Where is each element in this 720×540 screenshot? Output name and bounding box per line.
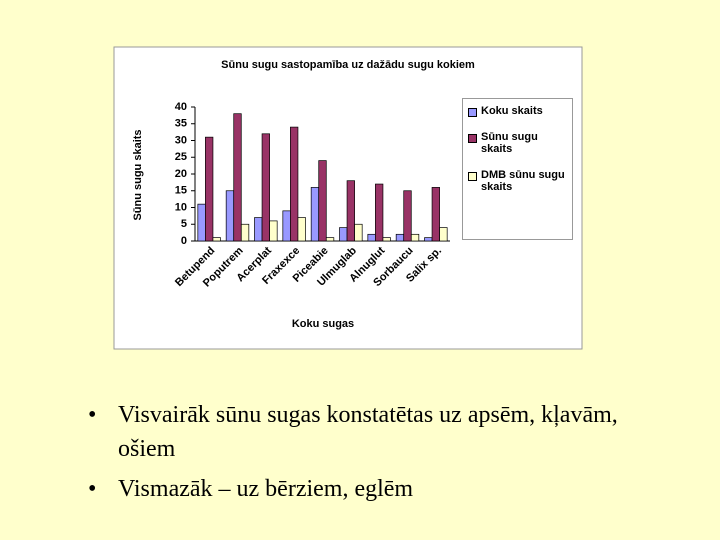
bar bbox=[240, 223, 250, 242]
y-tick-label: 5 bbox=[181, 218, 187, 230]
bar bbox=[325, 237, 335, 242]
legend-swatch bbox=[468, 134, 477, 143]
bar bbox=[254, 217, 263, 242]
bar bbox=[410, 233, 420, 242]
bar bbox=[346, 180, 355, 242]
legend-item: Sūnu sugu skaits bbox=[467, 131, 568, 155]
bar bbox=[339, 227, 348, 242]
y-tick-label: 30 bbox=[175, 134, 187, 146]
bar bbox=[290, 126, 299, 242]
bullet-text: Visvairāk sūnu sugas konstatētas uz apsē… bbox=[118, 402, 618, 462]
x-axis-label: Koku sugas bbox=[292, 318, 354, 330]
legend-item: DMB sūnu sugu skaits bbox=[467, 169, 568, 193]
y-tick-label: 10 bbox=[175, 201, 187, 213]
legend-swatch bbox=[468, 172, 477, 181]
bullet: • Vismazāk – uz bērziem, eglēm bbox=[88, 472, 658, 506]
legend-label: Koku skaits bbox=[481, 105, 543, 117]
bar bbox=[382, 237, 391, 242]
bullet-list: • Visvairāk sūnu sugas konstatētas uz aps… bbox=[88, 398, 658, 512]
bar bbox=[424, 237, 433, 242]
y-tick-label: 35 bbox=[175, 118, 187, 130]
legend-item: Koku skaits bbox=[467, 105, 568, 117]
bullet-dot: • bbox=[88, 402, 97, 428]
y-tick-label: 40 bbox=[175, 101, 187, 113]
bar bbox=[269, 220, 278, 242]
y-tick-label: 20 bbox=[175, 168, 187, 180]
bar bbox=[197, 203, 206, 242]
bar bbox=[395, 233, 405, 242]
bar bbox=[375, 183, 384, 242]
legend: Koku skaits Sūnu sugu skaits DMB sūnu sugu… bbox=[462, 98, 573, 240]
y-axis-label: Sūnu sugu skaits bbox=[132, 129, 144, 220]
bullet-text: Vismazāk – uz bērziem, eglēm bbox=[118, 476, 414, 502]
bar bbox=[367, 233, 376, 242]
bar bbox=[233, 113, 242, 242]
bar bbox=[439, 227, 448, 242]
bar bbox=[431, 187, 440, 242]
legend-label: Sūnu sugu skaits bbox=[481, 131, 538, 155]
bar bbox=[225, 190, 235, 242]
bar bbox=[205, 136, 214, 242]
y-tick-label: 25 bbox=[175, 151, 187, 163]
bar bbox=[212, 237, 221, 242]
bullet: • Visvairāk sūnu sugas konstatētas uz aps… bbox=[88, 398, 658, 466]
legend-swatch bbox=[468, 108, 477, 117]
bullet-dot: • bbox=[88, 476, 97, 502]
bar bbox=[261, 133, 270, 242]
chart-title: Sūnu sugu sastopamība uz dažādu sugu kok… bbox=[221, 59, 475, 71]
bar bbox=[403, 190, 412, 242]
bar bbox=[282, 210, 291, 242]
legend-label: DMB sūnu sugu skaits bbox=[481, 169, 565, 193]
y-tick-label: 0 bbox=[181, 235, 187, 247]
y-tick-label: 15 bbox=[175, 185, 187, 197]
bar bbox=[310, 187, 320, 242]
bar bbox=[297, 217, 306, 242]
bar bbox=[318, 160, 327, 242]
bar bbox=[354, 223, 363, 242]
